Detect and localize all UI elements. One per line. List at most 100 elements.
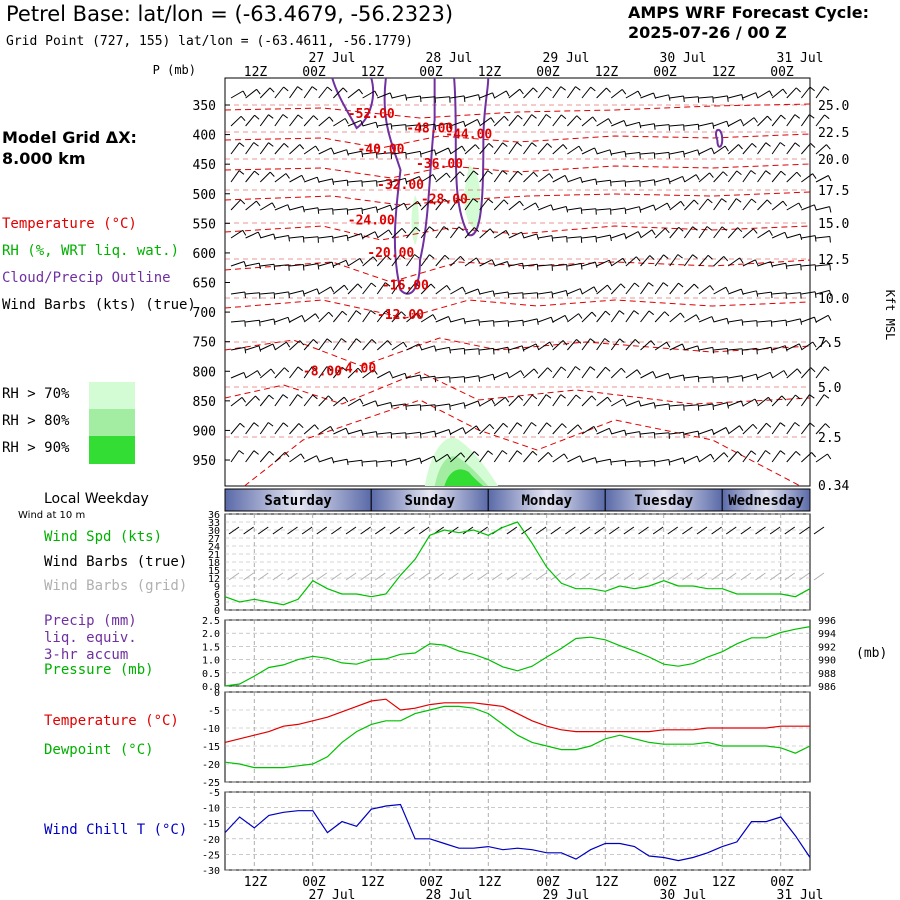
wind-barb-flag [562, 144, 568, 150]
wind-barb [771, 200, 784, 211]
precip-panel-tick-label: 1.5 [202, 642, 220, 653]
wind-barb [450, 376, 465, 379]
wind-barb [406, 150, 421, 155]
wind-barb [347, 150, 362, 155]
wind-barb [347, 257, 361, 267]
wind-barb [450, 95, 465, 99]
wind-barb [728, 348, 743, 351]
wind10-barb-grid [316, 572, 328, 581]
wind-barb-flag [532, 450, 538, 456]
wind-barb [757, 115, 768, 127]
wind-barb-flag [531, 394, 538, 400]
wind-barb-flag [298, 423, 304, 429]
wind-barb [362, 460, 377, 463]
wind-barb-flag [697, 124, 700, 131]
wind10-barb-true [652, 526, 664, 535]
wind-barb-flag [343, 284, 349, 291]
wind10-barb-true [755, 526, 766, 535]
wind-barb-flag [253, 142, 259, 147]
wind-barb-flag [374, 231, 379, 238]
wind-barb-flag [795, 87, 801, 93]
wind-barb-flag [755, 92, 759, 99]
wind-barb-flag [608, 428, 613, 435]
wind-barb-flag [358, 89, 364, 95]
wind-barb [464, 144, 476, 155]
wind-barb-flag [243, 372, 247, 379]
wind-barb-flag [809, 422, 815, 427]
wind-barb [303, 424, 315, 435]
wind-barb [625, 282, 635, 295]
wind-barb-flag [256, 200, 261, 207]
wind-panel-tick-label: 27 [208, 534, 220, 545]
wind-barb [727, 170, 738, 183]
wind-barb-flag [314, 313, 320, 319]
wind-barb [377, 460, 392, 463]
wind-barb [508, 114, 519, 127]
wind-barb-flag [501, 450, 508, 455]
wind10-barb-true [711, 526, 722, 535]
wind-barb-flag [418, 176, 423, 183]
wind-barb [464, 94, 479, 99]
wind-barb [698, 198, 709, 211]
pressure-tick-label: 900 [193, 424, 216, 439]
wind-barb [260, 318, 275, 323]
wind-barb-flag [432, 174, 437, 181]
temperature-contour-label: -8.00 [303, 364, 342, 379]
wind-barb [786, 292, 801, 295]
wind-barb [391, 341, 404, 351]
wind-barb [552, 174, 566, 183]
wind-barb [376, 255, 387, 267]
wind-barb-flag [548, 173, 554, 179]
wind-barb [318, 286, 332, 295]
wind-barb-flag [312, 394, 318, 400]
wind-barb [362, 151, 377, 155]
wind-barb-flag [682, 176, 686, 183]
wind-barb [566, 366, 576, 379]
wind-barb [742, 198, 752, 211]
wind-barb [245, 422, 255, 435]
wind-barb-flag [770, 347, 773, 354]
wind-barb [391, 403, 406, 407]
wind-barb-flag [285, 173, 290, 179]
wind-barb-flag [652, 371, 656, 378]
wind-barb-flag [430, 199, 436, 205]
wind-barb [537, 114, 547, 127]
wind-barb [596, 366, 606, 379]
wind-barb [464, 425, 477, 435]
top-hour-label: 00Z [653, 65, 677, 80]
wind-barb [435, 254, 446, 267]
wind-barb [303, 86, 313, 99]
wind-barb [377, 370, 390, 379]
wind-barb [713, 120, 727, 127]
wind-barb [493, 396, 506, 407]
wind-barb-flag [609, 459, 612, 466]
pressure-right-tick: 996 [818, 616, 836, 627]
wind-barb-flag [737, 451, 743, 456]
wind-barb-flag [519, 200, 524, 207]
wind-barb [728, 375, 743, 379]
wind-barb [786, 202, 800, 211]
wind-barb [567, 145, 580, 155]
wind-barb [289, 114, 299, 127]
temperature-contour-label: -32.00 [377, 178, 424, 193]
wind-barb-flag [796, 171, 802, 177]
wind-barb [420, 314, 434, 323]
wind-barb [523, 263, 538, 267]
height-tick-label: 20.0 [818, 153, 849, 168]
wind-barb [669, 254, 679, 267]
wind10-barb-grid [594, 572, 605, 581]
wind10-barb-grid [374, 572, 386, 581]
wind10-barb-grid [301, 572, 313, 581]
wind-barb-flag [780, 450, 786, 455]
wind-barb [420, 254, 430, 267]
wind-barb-flag [244, 291, 246, 299]
wind-barb-flag [492, 374, 496, 381]
wind-barb-flag [239, 142, 245, 147]
wind-barb [450, 347, 465, 351]
wind-barb [494, 291, 509, 295]
wind-barb-flag [794, 114, 801, 119]
wind-barb [318, 338, 328, 351]
precip-panel-tick-label: 2.5 [202, 616, 220, 627]
wind-barb [406, 124, 421, 127]
wind-barb [611, 150, 626, 155]
